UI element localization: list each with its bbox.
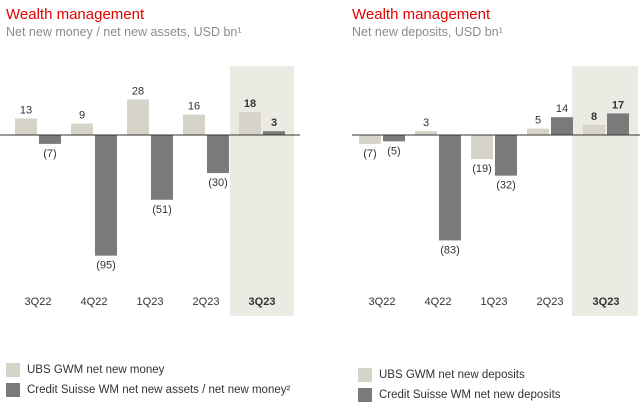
highlight-band bbox=[230, 66, 294, 316]
bar-ubs-2Q23 bbox=[527, 128, 549, 135]
data-label: (30) bbox=[208, 177, 228, 189]
category-label: 3Q22 bbox=[25, 296, 52, 308]
data-label: 5 bbox=[535, 115, 541, 127]
legend-label: Credit Suisse WM net new assets / net ne… bbox=[27, 384, 291, 396]
bar-cs-2Q23 bbox=[207, 135, 229, 174]
bar-ubs-2Q23 bbox=[183, 114, 205, 135]
category-label: 2Q23 bbox=[193, 296, 220, 308]
legend-label: UBS GWM net new money bbox=[27, 364, 165, 376]
legend-swatch-ubs bbox=[6, 363, 20, 377]
right-bar-chart: (7) (5) 3Q22 3 (83) 4Q22 (19) (32) 1Q23 5 14 2Q23 8 1… bbox=[352, 66, 640, 316]
bar-ubs-4Q22 bbox=[71, 123, 93, 135]
data-label: (7) bbox=[43, 148, 56, 160]
bar-ubs-3Q23 bbox=[239, 112, 261, 135]
data-label: 13 bbox=[20, 104, 32, 116]
bar-cs-4Q22 bbox=[95, 135, 117, 256]
category-label: 3Q23 bbox=[593, 296, 620, 308]
chart-title: Wealth management bbox=[352, 6, 491, 23]
bar-cs-3Q23 bbox=[607, 113, 629, 135]
bar-ubs-1Q23 bbox=[471, 135, 493, 160]
data-label: 3 bbox=[423, 117, 429, 129]
legend-label: Credit Suisse WM net new deposits bbox=[379, 389, 561, 401]
bar-cs-3Q22 bbox=[39, 135, 61, 144]
data-label: 8 bbox=[591, 111, 597, 123]
data-label: 3 bbox=[271, 117, 277, 129]
category-label: 4Q22 bbox=[425, 296, 452, 308]
left-bar-chart: 13 (7) 3Q22 9 (95) 4Q22 28 (51) 1Q23 16 (30) 2Q23 18… bbox=[0, 66, 300, 316]
legend-swatch-cs bbox=[6, 383, 20, 397]
bar-cs-3Q22 bbox=[383, 135, 405, 142]
data-label: 9 bbox=[79, 110, 85, 122]
chart-title: Wealth management bbox=[6, 6, 145, 23]
data-label: 18 bbox=[244, 98, 256, 110]
category-label: 1Q23 bbox=[137, 296, 164, 308]
chart-subtitle: Net new money / net new assets, USD bn¹ bbox=[6, 25, 242, 39]
legend-swatch-cs bbox=[358, 388, 372, 402]
chart-subtitle: Net new deposits, USD bn¹ bbox=[352, 25, 503, 39]
data-label: 16 bbox=[188, 101, 200, 113]
category-label: 4Q22 bbox=[81, 296, 108, 308]
data-label: (32) bbox=[496, 180, 516, 192]
bar-ubs-3Q22 bbox=[15, 118, 37, 135]
bar-cs-3Q23 bbox=[263, 131, 285, 135]
category-label: 2Q23 bbox=[537, 296, 564, 308]
data-label: (95) bbox=[96, 260, 116, 272]
category-label: 1Q23 bbox=[481, 296, 508, 308]
bar-ubs-3Q23 bbox=[583, 124, 605, 135]
data-label: (51) bbox=[152, 204, 172, 216]
data-label: (7) bbox=[363, 148, 376, 160]
data-label: 14 bbox=[556, 103, 568, 115]
data-label: 28 bbox=[132, 85, 144, 97]
data-label: (83) bbox=[440, 244, 460, 256]
category-label: 3Q22 bbox=[369, 296, 396, 308]
bar-ubs-1Q23 bbox=[127, 99, 149, 135]
bar-cs-2Q23 bbox=[551, 117, 573, 135]
data-label: 17 bbox=[612, 99, 624, 111]
legend-swatch-ubs bbox=[358, 368, 372, 382]
bar-cs-1Q23 bbox=[495, 135, 517, 176]
data-label: (19) bbox=[472, 163, 492, 175]
data-label: (5) bbox=[387, 145, 400, 157]
legend-label: UBS GWM net new deposits bbox=[379, 369, 525, 381]
bar-cs-1Q23 bbox=[151, 135, 173, 200]
category-label: 3Q23 bbox=[249, 296, 276, 308]
bar-cs-4Q22 bbox=[439, 135, 461, 241]
highlight-band bbox=[572, 66, 638, 316]
bar-ubs-4Q22 bbox=[415, 131, 437, 135]
bar-ubs-3Q22 bbox=[359, 135, 381, 144]
